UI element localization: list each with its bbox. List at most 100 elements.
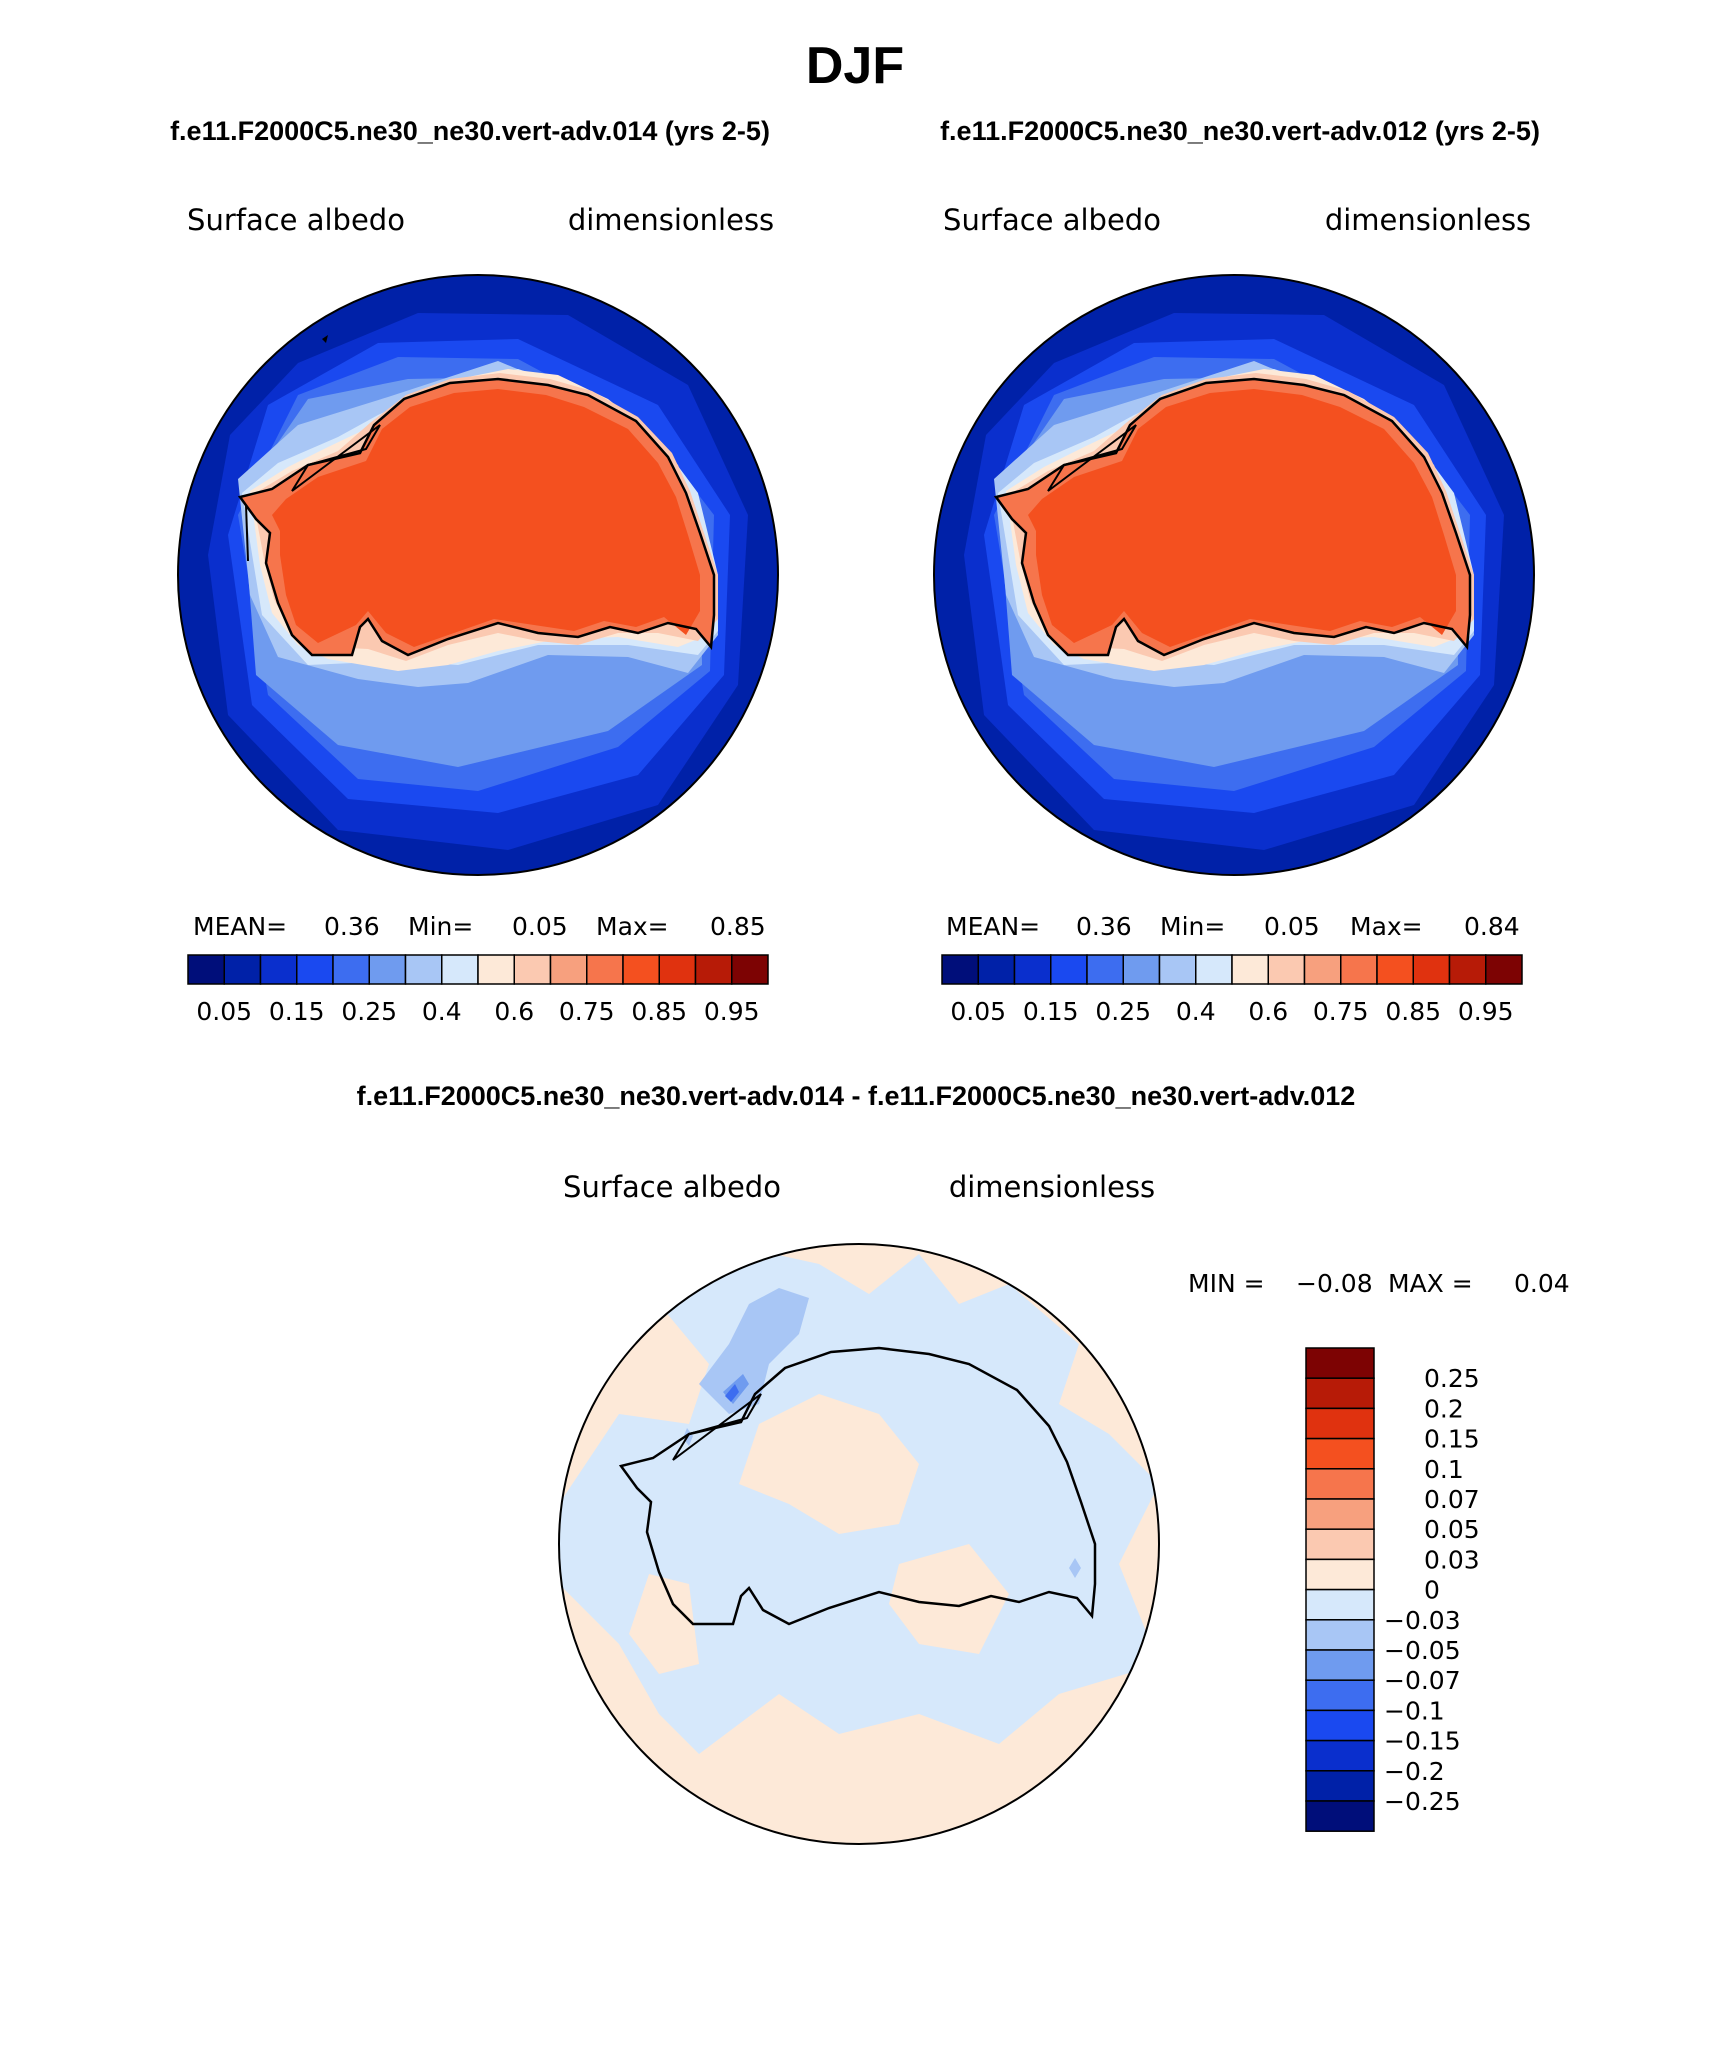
diff-colorbar-tick-label: −0.2 [1384, 1757, 1445, 1786]
left-colorbar-tick-label: 0.05 [196, 997, 252, 1026]
diff-map [558, 1243, 1160, 1845]
left-map [177, 274, 779, 876]
diff-colorbar-tick-label: 0.2 [1424, 1394, 1464, 1423]
right-colorbar-box [1050, 954, 1088, 985]
right-map [933, 274, 1535, 876]
right-units-label: dimensionless [1325, 203, 1531, 237]
diff-colorbar-box [1305, 1649, 1375, 1681]
diff-colorbar-box [1305, 1377, 1375, 1410]
diff-colorbar-tick-label: 0.15 [1424, 1425, 1480, 1454]
right-colorbar-tick-label: 0.85 [1385, 997, 1441, 1026]
diff-max-value: 0.04 [1514, 1269, 1570, 1298]
diff-colorbar-box [1305, 1619, 1375, 1651]
diff-colorbar-box [1305, 1347, 1375, 1379]
diff-colorbar-box [1305, 1558, 1375, 1591]
right-colorbar-box [1448, 954, 1487, 985]
right-colorbar-tick-label: 0.75 [1313, 997, 1369, 1026]
left-colorbar-box [332, 954, 370, 985]
diff-max-label: MAX = [1388, 1269, 1473, 1298]
diff-colorbar-box [1305, 1679, 1375, 1712]
right-case-title: f.e11.F2000C5.ne30_ne30.vert-adv.012 (yr… [940, 116, 1540, 146]
left-colorbar-box [658, 954, 697, 985]
right-mean-value: 0.36 [1076, 912, 1132, 941]
left-colorbar-box [441, 954, 479, 985]
right-colorbar-tick-label: 0.6 [1248, 997, 1288, 1026]
right-colorbar-tick-label: 0.15 [1023, 997, 1079, 1026]
left-colorbar-box [549, 954, 588, 985]
left-colorbar-tick-label: 0.15 [269, 997, 325, 1026]
right-colorbar-box [1376, 954, 1414, 985]
right-min-label: Min= [1160, 912, 1225, 941]
right-max-label: Max= [1350, 912, 1423, 941]
right-colorbar-box [1086, 954, 1124, 985]
right-colorbar-tick-label: 0.4 [1176, 997, 1216, 1026]
left-colorbar: 0.05 0.15 0.25 0.4 0.6 0.75 0.85 0.95 [187, 954, 769, 1026]
right-colorbar-box [1013, 954, 1052, 985]
right-colorbar-box [1340, 954, 1378, 985]
left-colorbar-box [586, 954, 624, 985]
left-colorbar-box [513, 954, 552, 985]
right-max-value: 0.84 [1464, 912, 1520, 941]
right-colorbar-box [1303, 954, 1342, 985]
diff-min-value: −0.08 [1296, 1269, 1373, 1298]
diff-colorbar-box [1305, 1588, 1375, 1621]
left-colorbar-box [259, 954, 298, 985]
left-colorbar-tick-label: 0.6 [494, 997, 534, 1026]
diff-colorbar-box [1305, 1800, 1375, 1832]
left-colorbar-box [694, 954, 733, 985]
diff-colorbar-box [1305, 1468, 1375, 1500]
diff-colorbar-tick-label: 0.03 [1424, 1545, 1480, 1574]
diff-colorbar-box [1305, 1709, 1375, 1742]
diff-field-label: Surface albedo [563, 1170, 781, 1204]
diff-colorbar-tick-label: 0.1 [1424, 1455, 1464, 1484]
diff-colorbar-tick-label: −0.07 [1384, 1666, 1461, 1695]
diff-colorbar-tick-label: 0 [1424, 1576, 1440, 1605]
right-colorbar-box [1122, 954, 1161, 985]
left-min-value: 0.05 [512, 912, 568, 941]
right-colorbar-box [1195, 954, 1233, 985]
right-colorbar-box [1267, 954, 1306, 985]
left-min-label: Min= [408, 912, 473, 941]
diff-colorbar-tick-label: −0.05 [1384, 1636, 1461, 1665]
diff-colorbar-box [1305, 1770, 1375, 1802]
diff-units-label: dimensionless [949, 1170, 1155, 1204]
diff-colorbar-tick-label: −0.03 [1384, 1606, 1461, 1635]
diff-colorbar-box [1305, 1498, 1375, 1530]
page-title: DJF [806, 37, 904, 95]
left-colorbar-box [187, 954, 225, 985]
left-colorbar-tick-label: 0.4 [422, 997, 462, 1026]
diff-title: f.e11.F2000C5.ne30_ne30.vert-adv.014 - f… [357, 1081, 1356, 1111]
right-min-value: 0.05 [1264, 912, 1320, 941]
left-mean-value: 0.36 [324, 912, 380, 941]
right-colorbar-tick-label: 0.05 [950, 997, 1006, 1026]
left-colorbar-tick-label: 0.95 [704, 997, 760, 1026]
left-units-label: dimensionless [568, 203, 774, 237]
right-colorbar: 0.05 0.15 0.25 0.4 0.6 0.75 0.85 0.95 [941, 954, 1523, 1026]
diff-colorbar-box [1305, 1528, 1375, 1561]
diff-min-label: MIN = [1188, 1269, 1265, 1298]
diff-colorbar-tick-label: −0.1 [1384, 1696, 1445, 1725]
left-case-title: f.e11.F2000C5.ne30_ne30.vert-adv.014 (yr… [170, 116, 770, 146]
left-mean-label: MEAN= [193, 912, 287, 941]
left-colorbar-box [404, 954, 443, 985]
right-colorbar-tick-label: 0.95 [1458, 997, 1514, 1026]
left-colorbar-box [477, 954, 515, 985]
right-colorbar-box [1231, 954, 1269, 985]
diff-colorbar-box [1305, 1437, 1375, 1470]
right-colorbar-box [941, 954, 979, 985]
diff-colorbar: 0.250.20.150.10.070.050.030−0.03−0.05−0.… [1305, 1347, 1480, 1832]
left-max-label: Max= [596, 912, 669, 941]
diff-colorbar-tick-label: 0.25 [1424, 1364, 1480, 1393]
left-colorbar-box [223, 954, 262, 985]
right-field-label: Surface albedo [943, 203, 1161, 237]
right-colorbar-box [1485, 954, 1523, 985]
diff-colorbar-tick-label: −0.25 [1384, 1787, 1461, 1816]
left-colorbar-box [296, 954, 334, 985]
diff-colorbar-box [1305, 1407, 1375, 1440]
right-colorbar-box [1412, 954, 1451, 985]
left-colorbar-box [368, 954, 407, 985]
right-colorbar-box [1158, 954, 1197, 985]
left-colorbar-box [622, 954, 660, 985]
diff-colorbar-tick-label: 0.07 [1424, 1485, 1480, 1514]
